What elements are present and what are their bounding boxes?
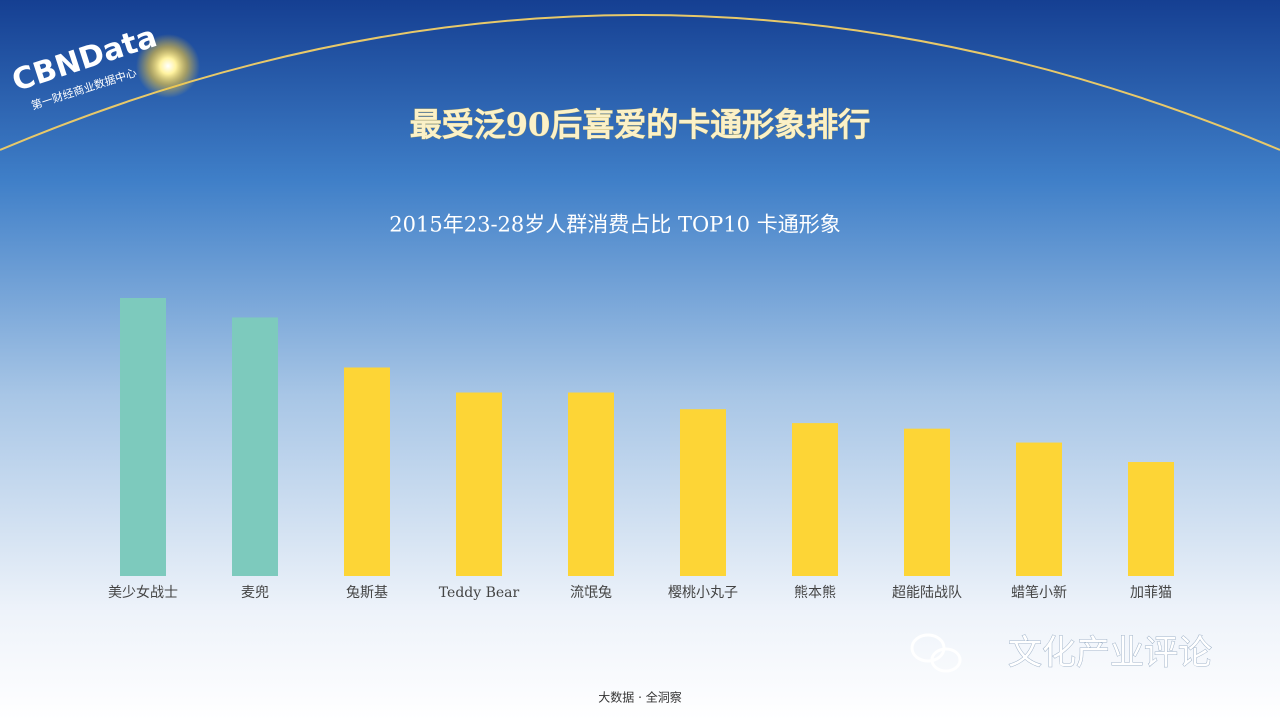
bar bbox=[344, 367, 390, 576]
chart-title: 2015年23-28岁人群消费占比 TOP10 卡通形象 bbox=[389, 213, 840, 237]
bar bbox=[1128, 462, 1174, 576]
x-tick-label: 加菲猫 bbox=[1130, 585, 1172, 601]
watermark: 文化产业评论 bbox=[1008, 633, 1212, 673]
bar bbox=[232, 317, 278, 576]
x-tick-label: 蜡笔小新 bbox=[1011, 585, 1067, 601]
bar bbox=[680, 409, 726, 576]
x-tick-label: 美少女战士 bbox=[108, 584, 178, 601]
x-tick-label: 熊本熊 bbox=[794, 585, 836, 601]
bar bbox=[120, 298, 166, 576]
x-tick-label: 樱桃小丸子 bbox=[668, 584, 738, 601]
x-tick-label: 超能陆战队 bbox=[892, 585, 962, 601]
x-tick-label: 麦兜 bbox=[241, 585, 269, 601]
bar bbox=[792, 423, 838, 576]
page-title: 最受泛90后喜爱的卡通形象排行 bbox=[410, 106, 871, 144]
x-tick-label: Teddy Bear bbox=[439, 585, 520, 601]
plot: 美少女战士 麦兜 兔斯基 Teddy Bear 流氓兔 樱桃小丸子 熊本熊 超能陆战队 蜡笔小新… bbox=[108, 298, 1174, 601]
bar bbox=[568, 392, 614, 576]
bar bbox=[456, 392, 502, 576]
bar bbox=[904, 428, 950, 576]
x-tick-label: 兔斯基 bbox=[346, 584, 388, 601]
bar bbox=[1016, 442, 1062, 576]
footer: 大数据 · 全洞察 bbox=[598, 690, 681, 705]
sun-glow bbox=[136, 34, 200, 98]
wechat-icon bbox=[910, 633, 962, 673]
x-tick-label: 流氓兔 bbox=[570, 585, 612, 601]
